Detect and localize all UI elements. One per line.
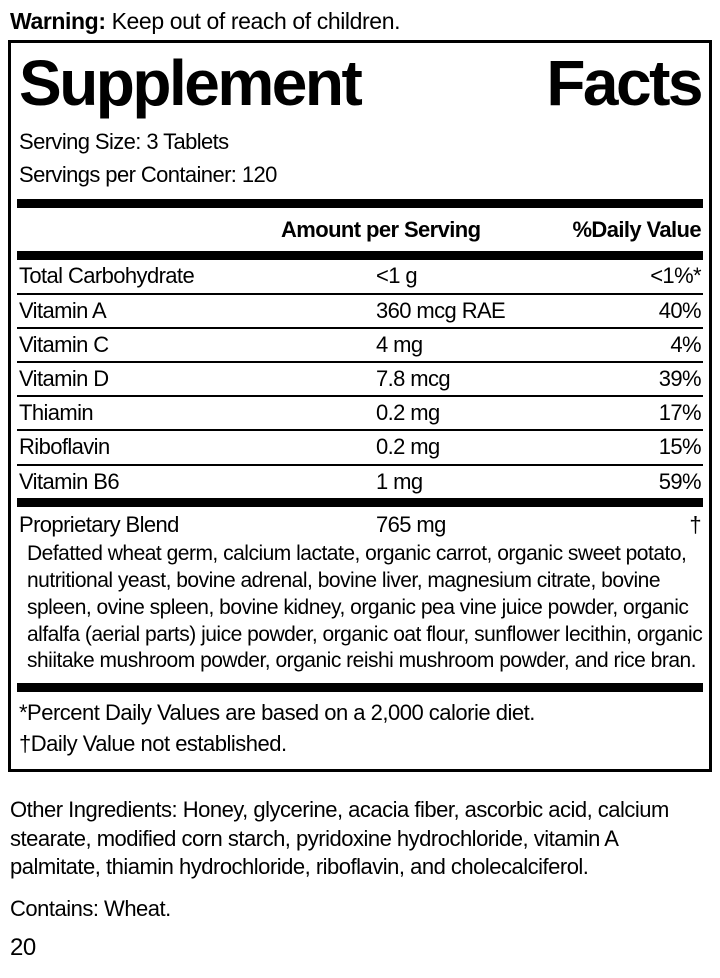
nutrient-name: Vitamin C: [19, 331, 109, 357]
divider-bar-top: [17, 199, 703, 209]
table-row: Riboflavin 0.2 mg 15%: [17, 429, 703, 463]
nutrient-name: Vitamin A: [19, 297, 107, 323]
nutrient-amount: 0.2 mg: [376, 434, 440, 460]
footnotes: *Percent Daily Values are based on a 2,0…: [17, 692, 703, 761]
contains-statement: Contains: Wheat.: [10, 895, 171, 921]
blend-description: Defatted wheat germ, calcium lactate, or…: [27, 541, 703, 673]
nutrient-amount: 0.2 mg: [376, 400, 440, 426]
table-row: Total Carbohydrate <1 g <1%*: [17, 260, 703, 292]
servings-per-container: Servings per Container: 120: [19, 162, 277, 188]
nutrient-name: Vitamin B6: [19, 468, 120, 494]
nutrient-daily-value: 4%: [670, 331, 701, 357]
warning-label: Warning:: [10, 8, 106, 34]
serving-size: Serving Size: 3 Tablets: [19, 129, 229, 155]
nutrient-amount: <1 g: [376, 263, 418, 289]
nutrient-name: Thiamin: [19, 400, 94, 426]
other-ingredients: Other Ingredients: Honey, glycerine, aca…: [10, 797, 669, 880]
table-header: Amount per Serving %Daily Value: [17, 208, 703, 251]
divider-bar-blend: [17, 497, 703, 507]
blend-name: Proprietary Blend: [19, 511, 179, 537]
nutrient-amount: 7.8 mcg: [376, 366, 451, 391]
table-row: Vitamin D 7.8 mcg 39%: [17, 361, 703, 395]
nutrient-name: Riboflavin: [19, 434, 110, 460]
header-daily-value: %Daily Value: [572, 217, 701, 243]
blend-amount: 765 mg: [376, 511, 446, 537]
blend-daily-value: †: [689, 511, 701, 537]
table-row: Vitamin C 4 mg 4%: [17, 326, 703, 361]
panel-title: Supplement Facts: [17, 45, 703, 125]
divider-bar-header: [17, 251, 703, 261]
footnote-percent-daily-value: *Percent Daily Values are based on a 2,0…: [19, 700, 535, 726]
panel-title-word1: Supplement: [19, 47, 363, 120]
nutrient-daily-value: 15%: [658, 434, 702, 460]
footnote-daily-value-not-established: †Daily Value not established.: [19, 730, 287, 756]
nutrient-amount: 1 mg: [376, 468, 423, 494]
nutrient-amount: 360 mcg RAE: [376, 297, 506, 323]
warning-text: Keep out of reach of children.: [105, 8, 401, 34]
panel-title-word2: Facts: [546, 47, 703, 120]
supplement-facts-panel: Supplement Facts Serving Size: 3 Tablets…: [8, 40, 712, 773]
header-amount-per-serving: Amount per Serving: [281, 217, 481, 243]
nutrient-daily-value: <1%*: [650, 263, 701, 289]
nutrient-amount: 4 mg: [376, 331, 423, 357]
table-row: Vitamin B6 1 mg 59%: [17, 463, 703, 498]
page-number: 20: [10, 933, 36, 961]
table-row: Thiamin 0.2 mg 17%: [17, 395, 703, 429]
nutrient-table: Total Carbohydrate <1 g <1%* Vitamin A 3…: [17, 260, 703, 497]
serving-info: Serving Size: 3 Tablets Servings per Con…: [17, 125, 703, 191]
nutrient-daily-value: 17%: [658, 400, 702, 426]
nutrient-daily-value: 39%: [658, 366, 702, 391]
nutrient-daily-value: 59%: [658, 468, 702, 494]
warning-line: Warning: Keep out of reach of children.: [0, 0, 720, 40]
table-row: Vitamin A 360 mcg RAE 40%: [17, 292, 703, 327]
nutrient-name: Total Carbohydrate: [19, 263, 195, 289]
nutrient-name: Vitamin D: [19, 366, 109, 391]
divider-bar-footnotes: [17, 683, 703, 693]
nutrient-daily-value: 40%: [658, 297, 702, 323]
proprietary-blend-row: Proprietary Blend 765 mg †: [17, 507, 703, 539]
